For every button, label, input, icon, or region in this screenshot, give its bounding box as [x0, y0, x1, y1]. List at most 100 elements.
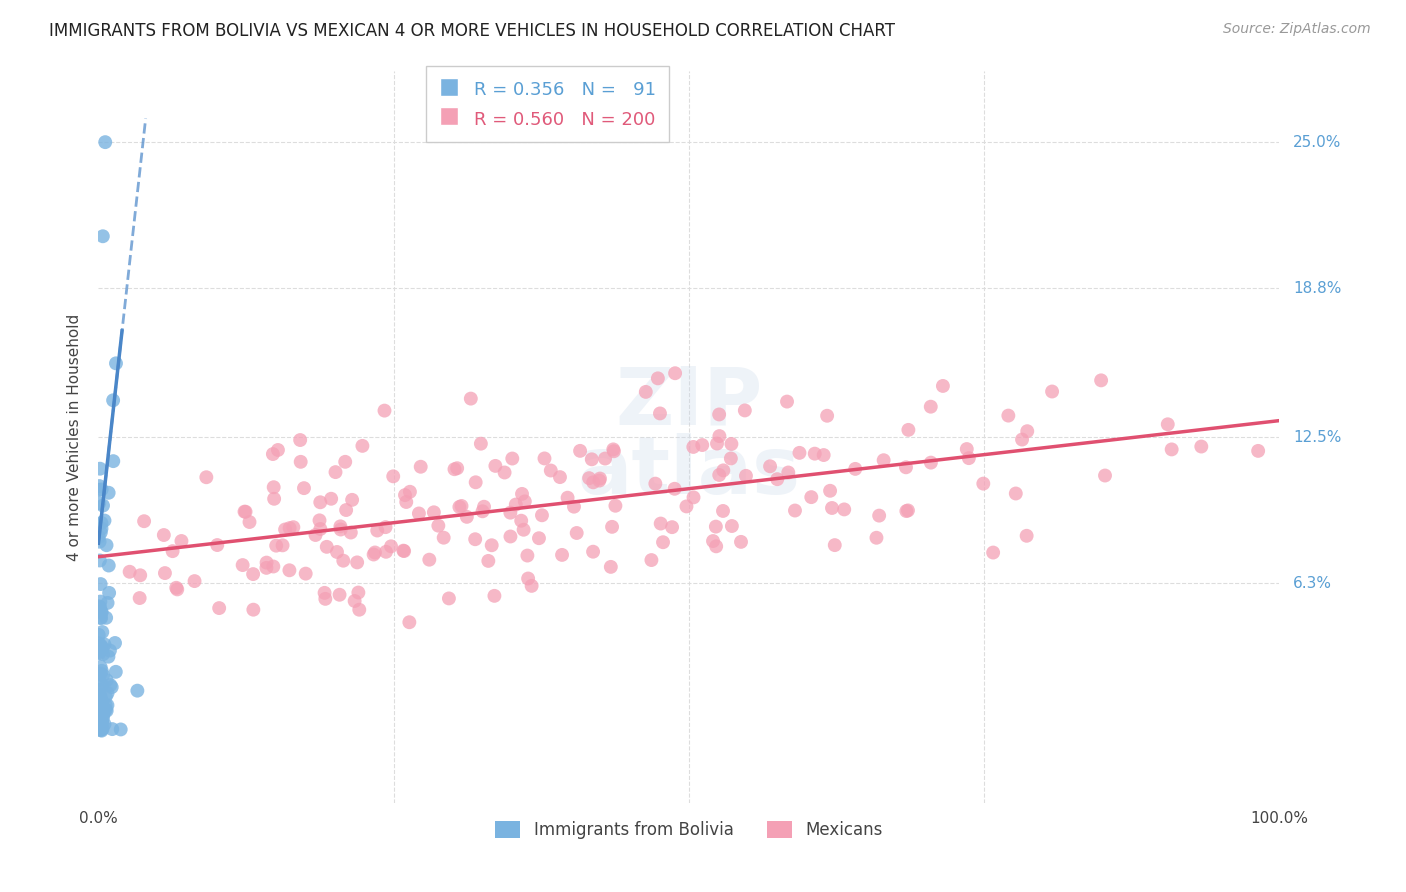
- Point: [720, 451, 742, 466]
- Point: [803, 447, 825, 461]
- Point: [87, 719, 110, 733]
- Point: [315, 540, 337, 554]
- Point: [90, 525, 112, 540]
- Point: [89, 553, 111, 567]
- Point: [346, 555, 368, 569]
- Point: [702, 534, 724, 549]
- Point: [93, 702, 115, 716]
- Point: [517, 572, 540, 586]
- Point: [704, 519, 727, 533]
- Text: 12.5%: 12.5%: [1294, 430, 1341, 444]
- Point: [90, 611, 112, 625]
- Point: [314, 586, 336, 600]
- Point: [91, 499, 114, 513]
- Point: [329, 523, 352, 537]
- Point: [97, 558, 120, 573]
- Point: [340, 492, 363, 507]
- Point: [94, 703, 117, 717]
- Point: [238, 515, 260, 529]
- Point: [91, 640, 114, 655]
- Point: [87, 643, 110, 657]
- Point: [292, 481, 315, 495]
- Point: [1160, 442, 1182, 457]
- Point: [652, 535, 675, 549]
- Point: [89, 534, 111, 549]
- Point: [97, 596, 120, 610]
- Point: [824, 538, 846, 552]
- Point: [450, 499, 472, 513]
- Point: [865, 531, 887, 545]
- Point: [267, 442, 290, 457]
- Point: [278, 563, 301, 577]
- Point: [89, 683, 111, 698]
- Point: [97, 649, 120, 664]
- Point: [89, 666, 111, 681]
- Point: [294, 566, 316, 581]
- Point: [844, 462, 866, 476]
- Point: [484, 589, 506, 603]
- Point: [347, 585, 370, 599]
- Point: [256, 556, 278, 570]
- Point: [170, 534, 193, 549]
- Point: [87, 628, 110, 642]
- Point: [981, 545, 1004, 559]
- Point: [472, 500, 495, 514]
- Point: [89, 696, 111, 710]
- Point: [93, 514, 115, 528]
- Point: [516, 549, 538, 563]
- Point: [578, 471, 600, 485]
- Point: [395, 495, 418, 509]
- Point: [897, 503, 920, 517]
- Point: [605, 499, 627, 513]
- Point: [232, 558, 254, 572]
- Point: [274, 523, 297, 537]
- Point: [235, 505, 257, 519]
- Point: [98, 678, 121, 692]
- Y-axis label: 4 or more Vehicles in Household: 4 or more Vehicles in Household: [66, 313, 82, 561]
- Point: [343, 594, 366, 608]
- Point: [565, 526, 588, 541]
- Point: [89, 479, 111, 493]
- Point: [896, 504, 918, 518]
- Point: [449, 500, 471, 514]
- Point: [97, 485, 120, 500]
- Point: [709, 468, 731, 483]
- Point: [89, 610, 111, 624]
- Point: [94, 690, 117, 704]
- Point: [557, 491, 579, 505]
- Point: [90, 719, 112, 733]
- Point: [89, 695, 111, 709]
- Point: [329, 519, 352, 533]
- Point: [89, 714, 111, 729]
- Point: [394, 488, 416, 502]
- Point: [471, 504, 494, 518]
- Point: [129, 568, 152, 582]
- Point: [392, 543, 415, 558]
- Point: [98, 643, 121, 657]
- Text: 25.0%: 25.0%: [1294, 135, 1341, 150]
- Point: [103, 454, 125, 468]
- Point: [373, 403, 395, 417]
- Point: [96, 673, 118, 687]
- Point: [648, 406, 671, 420]
- Point: [603, 444, 626, 458]
- Point: [1017, 424, 1039, 438]
- Point: [90, 522, 112, 536]
- Point: [664, 482, 686, 496]
- Point: [675, 500, 697, 514]
- Point: [418, 552, 440, 566]
- Point: [104, 636, 127, 650]
- Point: [494, 466, 516, 480]
- Point: [332, 554, 354, 568]
- Point: [1040, 384, 1063, 399]
- Point: [162, 544, 184, 558]
- Point: [682, 440, 704, 454]
- Point: [183, 574, 205, 588]
- Point: [408, 507, 430, 521]
- Point: [446, 461, 468, 475]
- Point: [730, 534, 752, 549]
- Point: [1004, 486, 1026, 500]
- Point: [707, 408, 730, 422]
- Text: 18.8%: 18.8%: [1294, 281, 1341, 296]
- Point: [481, 538, 503, 552]
